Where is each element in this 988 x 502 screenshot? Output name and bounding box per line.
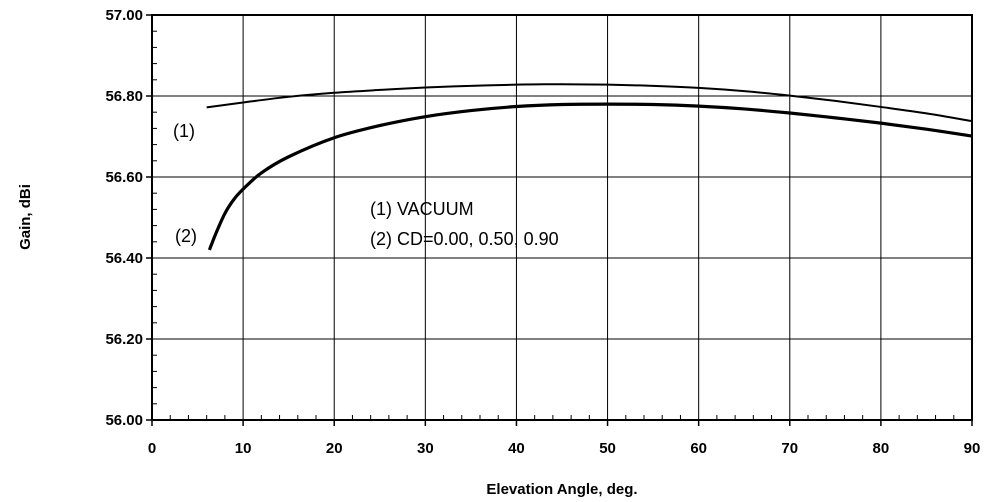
- x-axis-title: Elevation Angle, deg.: [486, 481, 637, 498]
- y-tick-labels: 56.00 56.20 56.40 56.60 56.80 57.00: [105, 7, 143, 429]
- series-layer: [206, 83, 973, 251]
- x-tick-label: 30: [417, 440, 434, 457]
- y-tick-label: 56.20: [105, 331, 143, 348]
- y-tick-label: 56.00: [105, 412, 143, 429]
- x-tick-label: 10: [235, 440, 252, 457]
- y-tick-label: 56.40: [105, 250, 143, 267]
- x-tick-label: 60: [690, 440, 707, 457]
- series-1-marker-label: (1): [173, 121, 195, 141]
- plot-area: [152, 15, 972, 420]
- y-tick-label: 56.60: [105, 169, 143, 186]
- series-2-line: [207, 102, 973, 251]
- x-tick-label: 70: [781, 440, 798, 457]
- series-2-marker-label: (2): [175, 226, 197, 246]
- y-axis-title: Gain, dBi: [17, 184, 34, 250]
- series-1-line: [206, 83, 973, 123]
- y-tick-label: 56.80: [105, 88, 143, 105]
- plot-frame: [151, 14, 973, 421]
- x-tick-labels: 0 10 20 30 40 50 60 70 80 90: [148, 440, 981, 457]
- x-tick-label: 20: [326, 440, 343, 457]
- annotation-cd: (2) CD=0.00, 0.50, 0.90: [370, 229, 559, 249]
- x-tick-label: 90: [964, 440, 981, 457]
- annotation-vacuum: (1) VACUUM: [370, 199, 474, 219]
- x-tick-label: 40: [508, 440, 525, 457]
- x-tick-label: 80: [873, 440, 890, 457]
- x-tick-label: 0: [148, 440, 156, 457]
- y-tick-label: 57.00: [105, 7, 143, 24]
- x-tick-label: 50: [599, 440, 616, 457]
